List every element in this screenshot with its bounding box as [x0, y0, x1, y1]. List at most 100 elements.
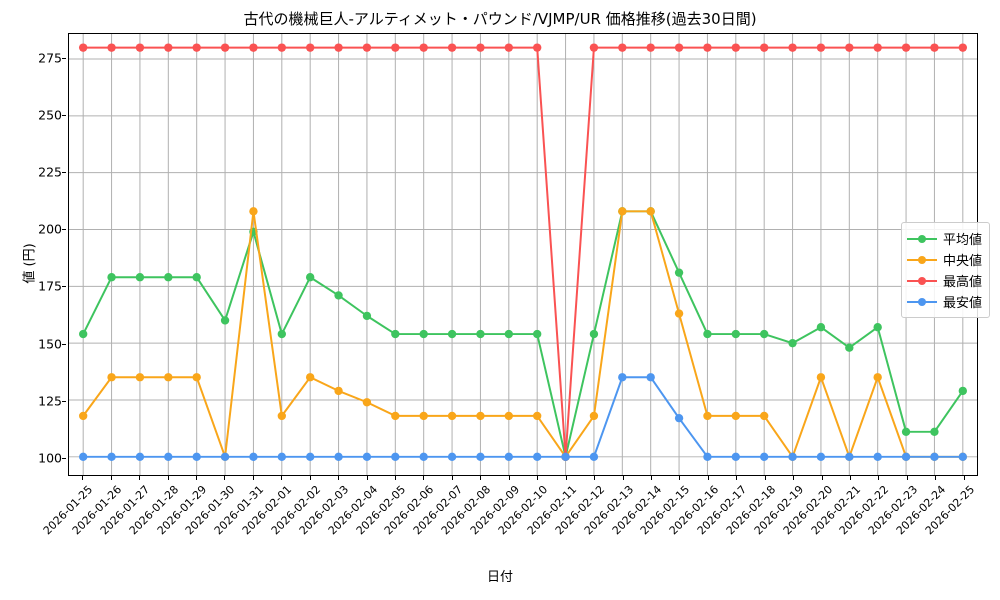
data-point	[703, 411, 712, 421]
x-axis-tick-mark	[650, 476, 652, 480]
x-axis-tick-mark	[195, 476, 197, 480]
data-point	[703, 43, 712, 52]
data-point	[958, 43, 968, 52]
data-point	[107, 273, 116, 282]
data-point	[930, 452, 939, 461]
data-point	[192, 43, 201, 52]
legend-item-最高値[interactable]: 最高値	[907, 270, 982, 291]
data-point	[192, 373, 201, 382]
legend-label: 中央値	[943, 254, 983, 269]
data-point	[646, 43, 655, 52]
data-point	[192, 452, 201, 461]
data-point	[532, 452, 542, 461]
data-point	[873, 452, 882, 461]
data-point	[391, 43, 400, 52]
legend-item-中央値[interactable]: 中央値	[907, 249, 982, 270]
y-axis-tick-label: 200	[38, 221, 62, 237]
data-point	[135, 273, 145, 282]
data-point	[589, 43, 599, 52]
legend-swatch-icon	[907, 253, 937, 267]
plot-area	[68, 33, 978, 476]
data-point	[731, 411, 741, 421]
data-point	[334, 291, 343, 300]
data-point	[305, 452, 315, 461]
data-point	[220, 452, 230, 461]
x-axis-tick-mark	[793, 476, 795, 480]
data-point	[192, 273, 201, 282]
x-axis-tick-mark	[764, 476, 766, 480]
data-point	[845, 452, 854, 461]
x-axis-tick-mark	[139, 476, 141, 480]
x-axis-tick-mark	[963, 476, 965, 480]
legend-item-最安値[interactable]: 最安値	[907, 291, 982, 312]
chart-title: 古代の機械巨人-アルティメット・パウンド/VJMP/UR 価格推移(過去30日間…	[243, 10, 757, 28]
data-point	[618, 207, 627, 216]
data-point	[334, 452, 343, 461]
y-axis-tick-label: 150	[38, 336, 62, 352]
y-axis-tick-label: 225	[38, 164, 62, 180]
data-point	[845, 43, 854, 52]
y-axis-tick-mark	[62, 58, 66, 60]
data-point	[731, 43, 741, 52]
data-point	[164, 43, 173, 52]
y-axis-tick-mark	[62, 457, 66, 459]
data-point	[759, 43, 769, 52]
data-point	[164, 273, 173, 282]
x-axis-tick-mark	[252, 476, 254, 480]
data-point	[504, 329, 514, 339]
data-point	[78, 452, 88, 461]
data-point	[561, 452, 570, 461]
data-point	[419, 329, 428, 339]
legend-item-平均値[interactable]: 平均値	[907, 228, 982, 249]
data-point	[277, 329, 287, 339]
data-point	[618, 373, 627, 382]
y-axis-tick-label: 275	[38, 50, 62, 66]
data-point	[362, 311, 372, 321]
x-axis-tick-mark	[110, 476, 112, 480]
data-point	[249, 452, 258, 461]
data-point	[305, 273, 315, 282]
data-point	[731, 329, 741, 339]
series-line	[82, 376, 964, 458]
data-point	[731, 452, 741, 461]
series-line	[82, 210, 964, 458]
data-point	[334, 386, 343, 396]
x-axis-tick-mark	[707, 476, 709, 480]
data-point	[334, 43, 343, 52]
data-point	[674, 43, 684, 52]
legend-swatch-icon	[907, 232, 937, 246]
y-axis-tick-label: 250	[38, 107, 62, 123]
data-point	[674, 309, 684, 318]
data-series-layer	[78, 43, 968, 461]
data-point	[476, 452, 485, 461]
data-point	[816, 373, 826, 382]
data-point	[220, 316, 230, 325]
data-point	[930, 427, 939, 436]
y-axis-tick-mark	[62, 115, 66, 117]
data-point	[589, 329, 599, 339]
data-point	[674, 413, 684, 423]
data-point	[788, 338, 797, 348]
x-axis-tick-mark	[935, 476, 937, 480]
data-point	[220, 43, 230, 52]
x-axis-tick-mark	[622, 476, 624, 480]
series-最安値	[78, 373, 968, 461]
data-point	[873, 323, 882, 332]
data-point	[816, 323, 826, 332]
data-point	[646, 207, 655, 216]
data-point	[504, 411, 514, 421]
y-axis-tick-marks	[0, 33, 68, 476]
legend-swatch-icon	[907, 274, 937, 288]
data-point	[78, 43, 88, 52]
data-point	[164, 452, 173, 461]
legend-label: 最安値	[943, 296, 983, 311]
data-point	[419, 411, 428, 421]
series-line	[82, 210, 964, 458]
data-point	[305, 43, 315, 52]
data-point	[107, 43, 116, 52]
data-point	[107, 373, 116, 382]
x-axis-tick-mark	[395, 476, 397, 480]
x-axis-tick-mark	[167, 476, 169, 480]
y-axis-tick-mark	[62, 286, 66, 288]
